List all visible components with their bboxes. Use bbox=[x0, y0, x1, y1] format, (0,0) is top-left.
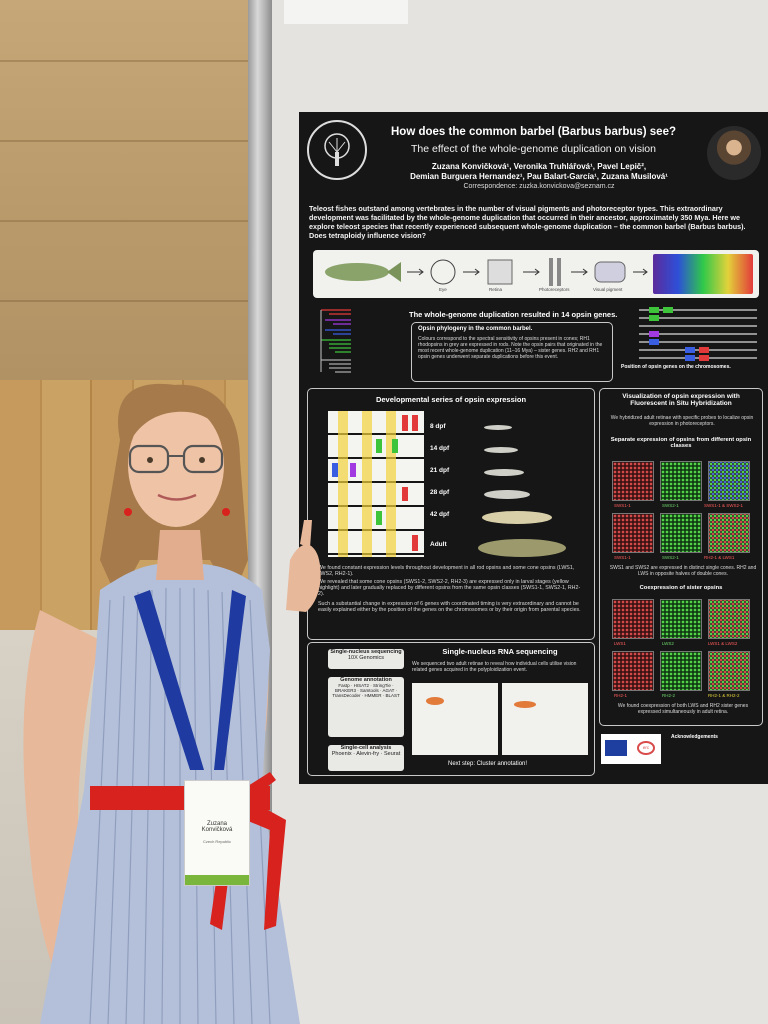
fish-image-sws2-b bbox=[660, 513, 702, 553]
wgd-heading: The whole-genome duplication resulted in… bbox=[409, 310, 618, 319]
fish-image-sws-merge bbox=[708, 461, 750, 501]
opsin-phylogeny-tree bbox=[320, 309, 351, 373]
fish-label: LWS1 & LWS2 bbox=[708, 641, 738, 646]
fish-heading: Visualization of opsin expression with F… bbox=[622, 393, 740, 407]
poster-subtitle: The effect of the whole-genome duplicati… bbox=[411, 143, 656, 155]
fish-image-sws2 bbox=[660, 461, 702, 501]
fish-label: SWS1-1 bbox=[614, 555, 631, 560]
erc-logo-icon: erc bbox=[637, 741, 655, 755]
fish-label: LWS1 bbox=[614, 641, 626, 646]
badge-first-name: Zuzana bbox=[206, 821, 227, 827]
rna-seq-heading: Single-nucleus RNA sequencing bbox=[442, 647, 558, 656]
larva-8dpf bbox=[484, 425, 512, 430]
fish-image-lws-merge bbox=[708, 599, 750, 639]
pipeline-step-analysis: Single-cell analysis Phoenix · Alevin-fry… bbox=[328, 745, 404, 771]
stage-14dpf: 14 dpf bbox=[430, 445, 450, 452]
board-label-strip bbox=[284, 0, 408, 24]
fish-text: We hybridized adult retinae with specifi… bbox=[610, 415, 754, 427]
phylogeny-heading: Opsin phylogeny in the common barbel. bbox=[418, 326, 533, 332]
chromosome-map bbox=[639, 307, 757, 361]
developmental-text-2: We revealed that some cone opsins (SWS1-… bbox=[318, 579, 581, 597]
wooden-wall-panel bbox=[0, 0, 250, 380]
stage-8dpf: 8 dpf bbox=[430, 423, 446, 430]
larva-28dpf bbox=[484, 490, 530, 499]
next-step-text: Next step: Cluster annotation! bbox=[448, 761, 528, 767]
eu-flag-icon bbox=[605, 740, 627, 756]
fish-image-lws1 bbox=[612, 599, 654, 639]
fish-label: SWS2-1 bbox=[662, 503, 679, 508]
larva-21dpf bbox=[484, 469, 524, 476]
badge-country: Czech Republic bbox=[202, 839, 231, 844]
flow-label-eye: Eye bbox=[439, 287, 447, 292]
fish-label: LWS2 bbox=[662, 641, 674, 646]
conference-badge: Zuzana Konvičková Czech Republic bbox=[184, 780, 250, 886]
developmental-text-3: Such a substantial change in expression … bbox=[318, 601, 581, 613]
chromosome-caption: Position of opsin genes on the chromosom… bbox=[621, 364, 731, 370]
spectrum-panel bbox=[653, 254, 753, 294]
fish-image-sws1-b bbox=[612, 513, 654, 553]
fish-panel: Visualization of opsin expression with F… bbox=[599, 388, 763, 726]
separate-expression-text: SWS1 and SWS2 are expressed in distinct … bbox=[609, 565, 757, 577]
fish-label: RH2-1 bbox=[614, 693, 628, 698]
pipeline-step-sequencing: Single-nucleus sequencing 10X Genomics bbox=[328, 649, 404, 669]
vision-pathway-strip: Eye Retina Photoreceptors Visual pigment bbox=[313, 250, 759, 298]
pipeline-step-annotation: Genome annotation Fastp · HISAT2 · String… bbox=[328, 677, 404, 737]
developmental-series-panel: Developmental series of opsin expression… bbox=[307, 388, 595, 640]
umap-plot-2 bbox=[502, 683, 588, 755]
developmental-heading: Developmental series of opsin expression bbox=[375, 395, 527, 404]
coexpression-text: We found coexpression of both LWS and RH… bbox=[617, 703, 749, 715]
rna-seq-panel: Single-nucleus sequencing 10X Genomics Ge… bbox=[307, 642, 595, 776]
larva-14dpf bbox=[484, 447, 518, 453]
fish-label: RH2-1 & LWS1 bbox=[704, 555, 735, 560]
flow-label-photoreceptors: Photoreceptors bbox=[539, 287, 570, 292]
fish-label: SWS1-1 & SWS2-1 bbox=[704, 503, 744, 508]
fish-label: RH2-1 & RH2-2 bbox=[708, 693, 740, 698]
stage-28dpf: 28 dpf bbox=[430, 489, 450, 496]
fish-label: RH2-2 bbox=[662, 693, 676, 698]
stage-21dpf: 21 dpf bbox=[430, 467, 450, 474]
developmental-text-1: We found constant expression levels thro… bbox=[318, 565, 575, 577]
adult-barbel bbox=[478, 539, 566, 557]
flow-label-retina: Retina bbox=[489, 287, 503, 292]
poster-authors: Zuzana Konvičková¹, Veronika Truhlářová¹… bbox=[410, 162, 668, 181]
badge-last-name: Konvičková bbox=[201, 827, 233, 833]
phylogeny-text: Colours correspond to the spectral sensi… bbox=[418, 336, 603, 360]
acknowledgements-heading: Acknowledgements bbox=[671, 734, 718, 740]
wood-slat-wall bbox=[0, 380, 250, 630]
coexpression-heading: Coexpression of sister opsins bbox=[639, 585, 723, 591]
funding-logos: erc bbox=[601, 734, 661, 764]
poster-title: How does the common barbel (Barbus barbu… bbox=[391, 126, 676, 138]
university-seal-logo bbox=[307, 120, 367, 180]
poster-board-pole bbox=[248, 0, 272, 1024]
flow-label-visual-pigment: Visual pigment bbox=[593, 287, 623, 292]
fish-image-rh2-lws bbox=[708, 513, 750, 553]
fish-image-rh2-1 bbox=[612, 651, 654, 691]
badge-ribbon bbox=[185, 875, 249, 885]
fish-image-lws2 bbox=[660, 599, 702, 639]
fish-image-sws1 bbox=[612, 461, 654, 501]
stage-adult: Adult bbox=[430, 541, 447, 548]
scientific-poster: How does the common barbel (Barbus barbu… bbox=[299, 112, 768, 784]
fish-image-rh2-2 bbox=[660, 651, 702, 691]
fish-label: SWS1-1 bbox=[614, 503, 631, 508]
fish-label: SWS2-1 bbox=[662, 555, 679, 560]
author-portrait bbox=[707, 126, 761, 180]
poster-intro-text: Teleost fishes outstand among vertebrate… bbox=[309, 204, 746, 240]
juvenile-42dpf bbox=[482, 511, 552, 524]
correspondence-email: Correspondence: zuzka.konvickova@seznam.… bbox=[463, 183, 615, 190]
expression-bar-grid bbox=[328, 411, 424, 557]
umap-plot-1 bbox=[412, 683, 498, 755]
phylogeny-box: Opsin phylogeny in the common barbel. Co… bbox=[411, 322, 613, 382]
rna-seq-text: We sequenced two adult retinae to reveal… bbox=[412, 661, 577, 673]
stage-42dpf: 42 dpf bbox=[430, 511, 450, 518]
separate-expression-heading: Separate expression of opsins from diffe… bbox=[610, 437, 752, 449]
fish-image-rh2-merge bbox=[708, 651, 750, 691]
